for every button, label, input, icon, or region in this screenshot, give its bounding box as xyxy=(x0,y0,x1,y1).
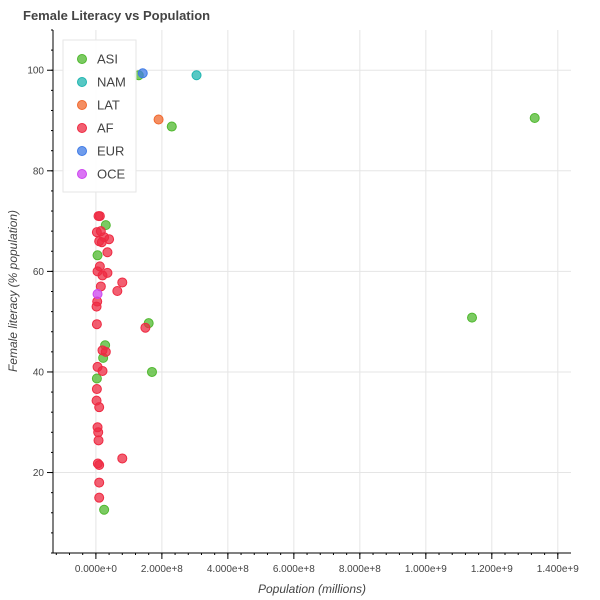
data-point-af xyxy=(112,285,123,296)
y-tick-label: 80 xyxy=(33,166,45,177)
legend-label-lat: LAT xyxy=(97,98,120,113)
x-tick-label: 1.400e+9 xyxy=(537,564,579,575)
data-point-eur xyxy=(137,68,148,79)
data-point-af xyxy=(117,277,128,288)
data-point-af xyxy=(92,422,103,433)
y-axis-ticks: 20 40 60 80 100 xyxy=(27,29,53,554)
x-tick-label: 0.000e+0 xyxy=(75,564,117,575)
data-point-af xyxy=(92,361,103,372)
x-tick-label: 6.000e+8 xyxy=(273,564,315,575)
data-point-asi xyxy=(529,113,540,124)
data-point-af xyxy=(91,384,102,395)
legend: ASI NAM LAT AF EUR OCE xyxy=(62,39,137,193)
data-point-af xyxy=(117,453,128,464)
data-point-af xyxy=(91,395,102,406)
legend-marker-eur xyxy=(77,146,87,156)
legend-label-asi: ASI xyxy=(97,52,118,67)
data-point-asi xyxy=(99,504,110,515)
data-point-af xyxy=(94,236,105,247)
chart-title: Female Literacy vs Population xyxy=(23,8,210,23)
x-tick-label: 2.000e+8 xyxy=(141,564,183,575)
data-point-af xyxy=(92,458,103,469)
data-point-oce xyxy=(92,289,103,300)
data-point-af xyxy=(91,301,102,312)
data-point-af xyxy=(92,266,103,277)
legend-label-oce: OCE xyxy=(97,167,126,182)
legend-label-nam: NAM xyxy=(97,75,126,90)
legend-box xyxy=(62,39,137,193)
y-tick-label: 40 xyxy=(33,367,45,378)
legend-marker-af xyxy=(77,123,87,133)
data-point-nam xyxy=(191,70,202,81)
data-point-af xyxy=(91,319,102,330)
y-tick-label: 60 xyxy=(33,267,45,278)
grid xyxy=(53,30,571,553)
x-tick-label: 1.200e+9 xyxy=(471,564,513,575)
legend-marker-nam xyxy=(77,77,87,87)
data-point-lat xyxy=(153,114,164,125)
data-point-asi xyxy=(91,373,102,384)
data-point-asi xyxy=(146,366,157,377)
data-point-af xyxy=(93,211,104,222)
data-point-af xyxy=(102,247,113,258)
y-tick-label: 100 xyxy=(27,66,44,77)
data-point-asi xyxy=(92,250,103,261)
legend-marker-asi xyxy=(77,54,87,64)
x-axis-label: Population (millions) xyxy=(258,582,366,596)
y-tick-label: 20 xyxy=(33,468,45,479)
data-point-asi xyxy=(467,312,478,323)
x-tick-label: 1.000e+9 xyxy=(405,564,447,575)
data-point-af xyxy=(97,345,108,356)
data-point-asi xyxy=(166,121,177,132)
legend-marker-lat xyxy=(77,100,87,110)
data-points xyxy=(91,68,540,515)
data-point-af xyxy=(140,322,151,333)
data-point-af xyxy=(94,477,105,488)
x-axis-ticks: 0.000e+0 2.000e+8 4.000e+8 6.000e+8 8.000e+8… xyxy=(55,553,579,575)
y-axis-label: Female literacy (% population) xyxy=(6,210,20,372)
data-point-af xyxy=(91,227,102,238)
x-tick-label: 4.000e+8 xyxy=(207,564,249,575)
legend-marker-oce xyxy=(77,169,87,179)
data-point-af xyxy=(94,492,105,503)
legend-label-af: AF xyxy=(97,121,114,136)
legend-label-eur: EUR xyxy=(97,144,124,159)
x-tick-label: 8.000e+8 xyxy=(339,564,381,575)
